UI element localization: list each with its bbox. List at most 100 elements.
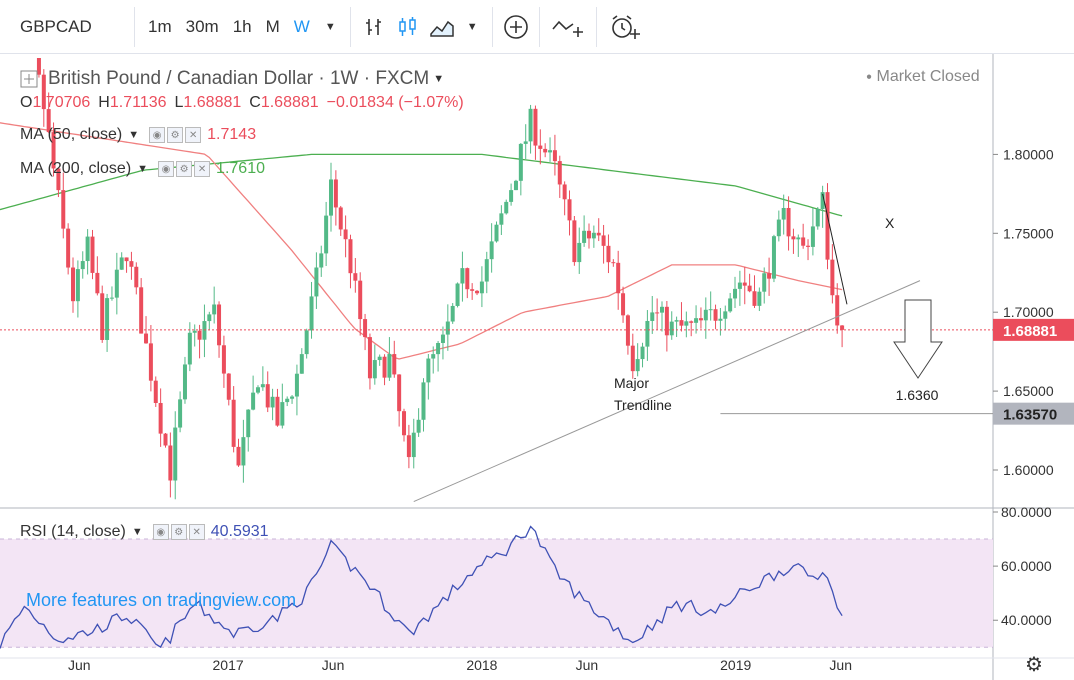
candle-body: [246, 409, 251, 438]
candle-body: [752, 291, 757, 306]
candle-body: [708, 309, 713, 311]
alert-clock-icon[interactable]: [603, 10, 647, 44]
candle-body: [645, 320, 650, 347]
candle-body: [625, 315, 630, 346]
candle-body: [445, 321, 450, 335]
chart-style-dropdown-icon[interactable]: ▼: [466, 20, 478, 33]
candle-body: [679, 320, 684, 326]
candle-body: [382, 356, 387, 378]
interval-week[interactable]: W: [293, 16, 310, 36]
tradingview-watermark[interactable]: More features on tradingview.com: [26, 590, 297, 610]
ma200-legend[interactable]: MA (200, close) ▼ ◉ ⚙ ✕ 1.7610: [20, 160, 265, 178]
ma200-value: 1.7610: [216, 160, 265, 177]
ma50-chevron-icon[interactable]: ▼: [128, 129, 140, 141]
candle-body: [294, 373, 299, 397]
candle-body: [348, 239, 353, 274]
target-price-label: 1.63570: [1003, 407, 1057, 424]
candle-body: [406, 435, 411, 458]
remove-icon[interactable]: ✕: [188, 524, 205, 540]
settings-gear-icon[interactable]: ⚙: [167, 127, 184, 143]
collapse-legend-icon[interactable]: [20, 70, 38, 88]
chart-title: British Pound / Canadian Dollar · 1W · F…: [48, 68, 430, 89]
ma200-chevron-icon[interactable]: ▼: [137, 163, 149, 175]
candle-body: [207, 314, 212, 322]
candle-body: [733, 288, 738, 299]
eye-icon[interactable]: ◉: [149, 127, 166, 143]
remove-icon[interactable]: ✕: [194, 161, 211, 177]
candle-body: [212, 304, 217, 315]
candle-body: [475, 290, 480, 294]
rsi-chevron-icon[interactable]: ▼: [131, 526, 143, 538]
ohlc-row: O1.70706 H1.71136 L1.68881 C1.68881 −0.0…: [20, 94, 464, 111]
rsi-tick-label: 60.0000: [1001, 558, 1052, 574]
candle-body: [518, 143, 523, 181]
candle-body: [100, 293, 105, 340]
candle-body: [791, 236, 796, 240]
time-tick-label: Jun: [68, 657, 91, 673]
candle-body: [260, 384, 265, 388]
open-value: 1.70706: [32, 94, 91, 111]
candle-body: [265, 384, 270, 408]
price-chart[interactable]: 1.6360 Major Trendline X 1.60000 1.65000 1.70…: [0, 54, 1074, 680]
down-arrow-shape: [893, 299, 943, 379]
candle-body: [582, 230, 587, 243]
toolbar: GBPCAD 1m 30m 1h M W ▼ ▼: [0, 0, 1074, 54]
candle-body: [830, 259, 835, 296]
bars-style-icon[interactable]: [357, 10, 391, 44]
eye-icon[interactable]: ◉: [158, 161, 175, 177]
candles-style-icon[interactable]: [391, 10, 425, 44]
candle-body: [397, 374, 402, 412]
chart-settings-gear-icon[interactable]: ⚙: [1025, 654, 1043, 676]
rsi-legend[interactable]: RSI (14, close) ▼ ◉ ⚙ ✕ 40.5931: [20, 523, 269, 541]
candle-body: [640, 346, 645, 360]
candle-body: [372, 360, 377, 379]
interval-dropdown-icon[interactable]: ▼: [324, 20, 336, 33]
candle-body: [674, 320, 679, 322]
candle-body: [635, 359, 640, 372]
ma50-value: 1.7143: [207, 126, 257, 143]
rsi-label: RSI (14, close): [20, 523, 126, 540]
price-tick-label: 1.80000: [1003, 146, 1054, 162]
candle-body: [226, 373, 231, 400]
area-style-icon[interactable]: [425, 10, 459, 44]
candle-body: [221, 345, 226, 374]
remove-icon[interactable]: ✕: [185, 127, 202, 143]
eye-icon[interactable]: ◉: [152, 524, 169, 540]
ma50-legend[interactable]: MA (50, close) ▼ ◉ ⚙ ✕ 1.7143: [20, 126, 256, 144]
interval-month[interactable]: M: [265, 16, 280, 36]
candle-body: [552, 150, 557, 162]
toolbar-divider: [595, 6, 597, 47]
price-tick-label: 1.65000: [1003, 383, 1054, 399]
symbol-search[interactable]: GBPCAD: [20, 16, 92, 36]
candle-body: [187, 332, 192, 365]
candle-body: [737, 282, 742, 289]
last-price-tag: [993, 318, 1074, 341]
candle-body: [776, 219, 781, 237]
candle-body: [606, 245, 611, 263]
candle-body: [742, 282, 747, 286]
candle-body: [392, 354, 397, 375]
settings-gear-icon[interactable]: ⚙: [176, 161, 193, 177]
candle-body: [669, 321, 674, 336]
candle-body: [182, 364, 187, 400]
candle-body: [479, 281, 484, 294]
candle-body: [616, 262, 621, 294]
candle-body: [158, 402, 163, 434]
add-indicator-icon[interactable]: [499, 10, 533, 44]
interval-1m[interactable]: 1m: [148, 16, 172, 36]
candle-body: [528, 108, 533, 142]
title-chevron-icon[interactable]: ▼: [433, 73, 445, 85]
target-annotation: 1.6360: [896, 387, 939, 403]
interval-1h[interactable]: 1h: [232, 16, 252, 36]
interval-30m[interactable]: 30m: [185, 16, 219, 36]
x-marker-line: [822, 193, 848, 305]
candle-body: [436, 342, 441, 355]
rsi-line: [0, 525, 843, 649]
candle-body: [367, 337, 372, 379]
settings-gear-icon[interactable]: ⚙: [170, 524, 187, 540]
candle-body: [835, 295, 840, 326]
candle-body: [557, 161, 562, 185]
compare-icon[interactable]: [546, 10, 590, 44]
candle-body: [757, 291, 762, 306]
candle-body: [353, 273, 358, 281]
